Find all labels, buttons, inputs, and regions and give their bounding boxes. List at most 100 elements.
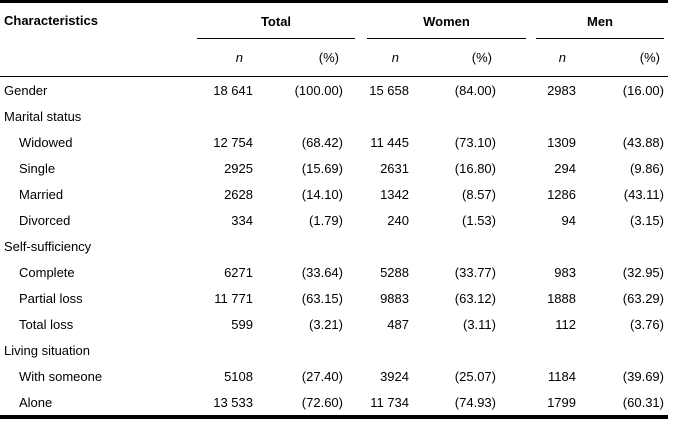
row-label: With someone	[19, 368, 103, 384]
n-cell	[500, 103, 580, 129]
row-label: Alone	[19, 394, 53, 410]
pct-cell: (74.93)	[454, 394, 496, 410]
pct-cell: (63.29)	[622, 290, 664, 306]
row-label: Married	[19, 186, 64, 202]
n-cell: 2983	[547, 82, 576, 98]
pct-cell	[257, 233, 347, 259]
pct-cell: (68.42)	[301, 134, 343, 150]
n-cell	[190, 103, 257, 129]
group-label-men: Men	[536, 14, 664, 39]
characteristics-table: Characteristics Total Women Men n (%) n …	[0, 0, 668, 419]
group-header-row: Characteristics Total Women Men	[0, 2, 668, 39]
table-row: Total loss 599 (3.21) 487 (3.11) 112 (3.76)	[0, 311, 668, 337]
row-label: Gender	[4, 82, 48, 98]
n-cell: 18 641	[213, 82, 253, 98]
n-cell: 487	[387, 316, 409, 332]
pct-cell: (63.15)	[301, 290, 343, 306]
n-cell: 2925	[224, 160, 253, 176]
table-row: Self-sufficiency	[0, 233, 668, 259]
pct-cell: (43.11)	[623, 186, 664, 202]
n-cell: 3924	[380, 368, 409, 384]
n-cell: 5108	[224, 368, 253, 384]
n-cell: 1286	[547, 186, 576, 202]
subheader-n-men: n	[500, 38, 580, 77]
pct-cell: (43.88)	[622, 134, 664, 150]
pct-cell: (3.11)	[463, 316, 496, 332]
table-row: Living situation	[0, 337, 668, 363]
n-cell	[190, 233, 257, 259]
group-label-total: Total	[197, 14, 355, 39]
group-header-total: Total	[190, 2, 355, 39]
n-cell: 12 754	[213, 134, 253, 150]
pct-cell: (33.77)	[454, 264, 496, 280]
n-cell: 2628	[224, 186, 253, 202]
subheader-n-total: n	[190, 38, 257, 77]
pct-cell: (39.69)	[622, 368, 664, 384]
n-cell: 1888	[547, 290, 576, 306]
pct-cell: (73.10)	[454, 134, 496, 150]
pct-cell	[580, 233, 668, 259]
row-label: Total loss	[19, 316, 74, 332]
n-cell: 15 658	[369, 82, 409, 98]
table-row: Divorced 334 (1.79) 240 (1.53) 94 (3.15)	[0, 207, 668, 233]
row-label: Self-sufficiency	[4, 238, 92, 254]
n-cell: 94	[561, 212, 576, 228]
pct-cell: (63.12)	[454, 290, 496, 306]
pct-cell: (3.15)	[630, 212, 664, 228]
n-cell: 1309	[547, 134, 576, 150]
subheader-pct-total: (%)	[257, 38, 347, 77]
n-cell: 11 445	[370, 134, 409, 150]
n-cell: 11 771	[214, 290, 253, 306]
row-label: Complete	[19, 264, 75, 280]
table-row: With someone 5108 (27.40) 3924 (25.07) 1184 (3…	[0, 363, 668, 389]
table-row: Married 2628 (14.10) 1342 (8.57) 1286 (43.11)	[0, 181, 668, 207]
pct-cell: (25.07)	[454, 368, 496, 384]
row-label: Partial loss	[19, 290, 83, 306]
pct-cell: (16.00)	[622, 82, 664, 98]
subheader-pct-men: (%)	[580, 38, 668, 77]
pct-cell: (1.53)	[462, 212, 496, 228]
pct-cell	[580, 337, 668, 363]
pct-cell: (32.95)	[622, 264, 664, 280]
n-cell: 240	[387, 212, 409, 228]
n-cell	[190, 337, 257, 363]
pct-cell	[413, 233, 500, 259]
pct-cell: (9.86)	[630, 160, 664, 176]
table-row: Complete 6271 (33.64) 5288 (33.77) 983 (32.95)	[0, 259, 668, 285]
n-cell: 112	[555, 316, 576, 332]
n-cell: 334	[231, 212, 253, 228]
n-cell: 599	[231, 316, 253, 332]
n-cell: 9883	[380, 290, 409, 306]
pct-cell	[257, 103, 347, 129]
n-cell: 5288	[380, 264, 409, 280]
pct-cell: (8.57)	[462, 186, 496, 202]
n-cell	[347, 103, 413, 129]
pct-cell: (3.21)	[309, 316, 343, 332]
table-body: Gender 18 641 (100.00) 15 658 (84.00) 2983 (16…	[0, 77, 668, 418]
pct-cell: (15.69)	[301, 160, 343, 176]
pct-cell: (100.00)	[294, 82, 343, 98]
table-row: Widowed 12 754 (68.42) 11 445 (73.10) 1309 (43…	[0, 129, 668, 155]
n-cell: 13 533	[213, 394, 253, 410]
n-cell	[500, 233, 580, 259]
table-row: Partial loss 11 771 (63.15) 9883 (63.12) 1888…	[0, 285, 668, 311]
n-cell: 983	[554, 264, 576, 280]
table-row: Gender 18 641 (100.00) 15 658 (84.00) 2983 (16…	[0, 77, 668, 104]
pct-cell: (16.80)	[454, 160, 496, 176]
table-row: Alone 13 533 (72.60) 11 734 (74.93) 1799 (60.3…	[0, 389, 668, 417]
group-header-women: Women	[347, 2, 526, 39]
pct-cell	[413, 337, 500, 363]
subheader-row: n (%) n (%) n (%)	[0, 38, 668, 77]
n-cell: 11 734	[370, 394, 409, 410]
table-row: Marital status	[0, 103, 668, 129]
n-cell: 294	[554, 160, 576, 176]
group-label-women: Women	[367, 14, 526, 39]
n-cell: 1799	[547, 394, 576, 410]
n-cell: 1184	[548, 368, 576, 384]
subheader-spacer	[0, 38, 190, 77]
n-cell	[500, 337, 580, 363]
n-cell	[347, 337, 413, 363]
group-header-men: Men	[500, 2, 668, 39]
table-row: Single 2925 (15.69) 2631 (16.80) 294 (9.86)	[0, 155, 668, 181]
